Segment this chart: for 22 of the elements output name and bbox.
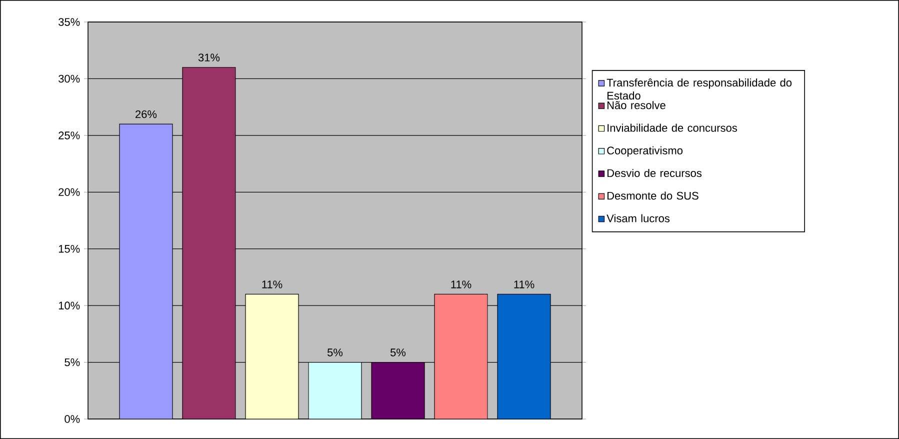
legend-label: Transferência de responsabilidade do Estado [606,78,792,100]
y-tick-label: 0% [64,415,80,423]
legend-label: Cooperativismo [607,146,683,157]
legend-label: Não resolve [607,101,666,110]
data-label: 11% [262,280,282,288]
legend-label: Inviabilidade de concursos [608,124,737,132]
data-label: 11% [451,280,472,288]
data-label: 31% [198,54,220,62]
legend-label: Desvio de recursos [607,168,702,178]
y-tick-label: 15% [58,244,80,253]
y-tick-label: 20% [58,188,80,196]
data-label: 11% [514,280,534,288]
legend-label: Desmonte do SUS [607,192,698,200]
data-label: 5% [390,348,406,356]
y-tick-label: 5% [64,358,80,366]
legend-label: Visam lucros [606,214,670,222]
data-label: 26% [136,110,157,118]
y-tick-label: 30% [58,74,80,83]
y-tick-label: 35% [58,18,80,26]
y-tick-label: 10% [58,302,80,310]
data-label: 5% [327,348,343,356]
y-tick-label: 25% [58,132,80,140]
